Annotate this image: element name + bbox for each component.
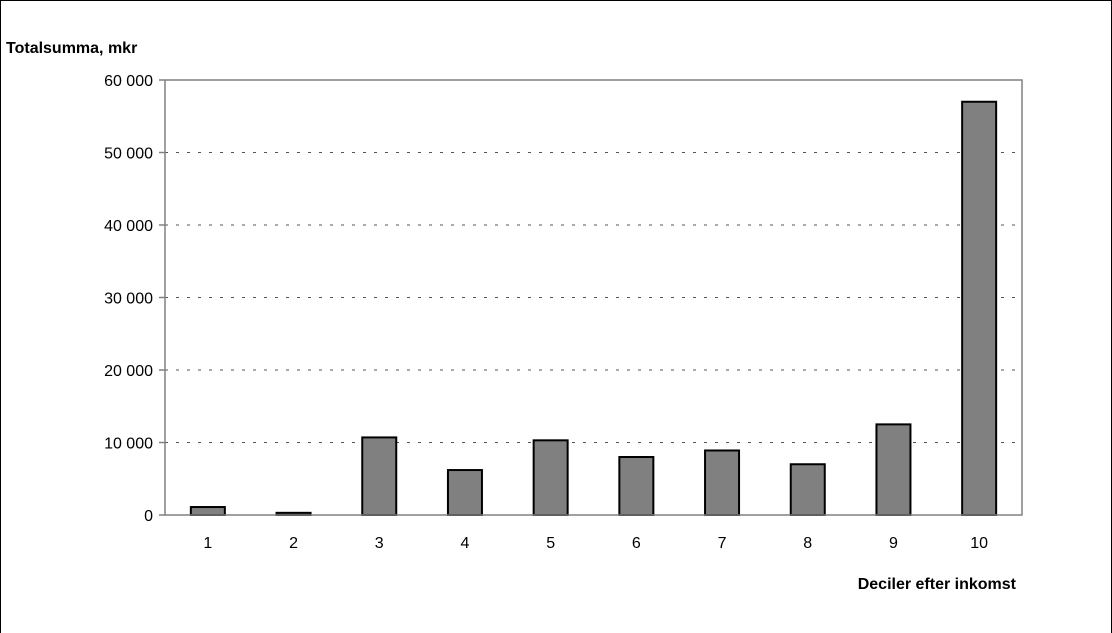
y-tick-label: 40 000: [104, 218, 153, 235]
y-tick-label: 0: [144, 508, 153, 525]
x-tick-labels: 1 2 3 4 5 6 7 8 9 10: [203, 535, 988, 552]
bar-decile-9: [875, 423, 912, 516]
y-tick-label: 50 000: [104, 146, 153, 163]
x-axis-title: Deciler efter inkomst: [858, 576, 1017, 593]
bar-decile-7: [704, 449, 741, 517]
y-tick-label: 10 000: [104, 436, 153, 453]
bar-decile-4: [446, 469, 483, 516]
bar-decile-3: [361, 436, 398, 516]
x-tick-label: 4: [460, 535, 469, 552]
bar-decile-6: [618, 456, 655, 516]
bar-decile-5: [532, 439, 569, 517]
x-tick-label: 10: [970, 535, 988, 552]
axes: [159, 79, 1023, 516]
x-tick-label: 1: [203, 535, 212, 552]
x-tick-label: 3: [375, 535, 384, 552]
x-tick-label: 9: [889, 535, 898, 552]
x-tick-label: 5: [546, 535, 555, 552]
y-tick-labels: 0 10 000 20 000 30 000 40 000 50 000 60 000: [104, 73, 153, 525]
y-tick-label: 30 000: [104, 291, 153, 308]
x-tick-label: 8: [803, 535, 812, 552]
x-tick-label: 6: [632, 535, 641, 552]
y-tick-label: 60 000: [104, 73, 153, 90]
bar-decile-8: [789, 463, 826, 516]
bar-decile-10: [961, 100, 998, 516]
bar-decile-1: [189, 506, 226, 516]
x-tick-label: 7: [718, 535, 727, 552]
y-tick-label: 20 000: [104, 363, 153, 380]
y-axis-title: Totalsumma, mkr: [6, 40, 137, 57]
x-tick-label: 2: [289, 535, 298, 552]
